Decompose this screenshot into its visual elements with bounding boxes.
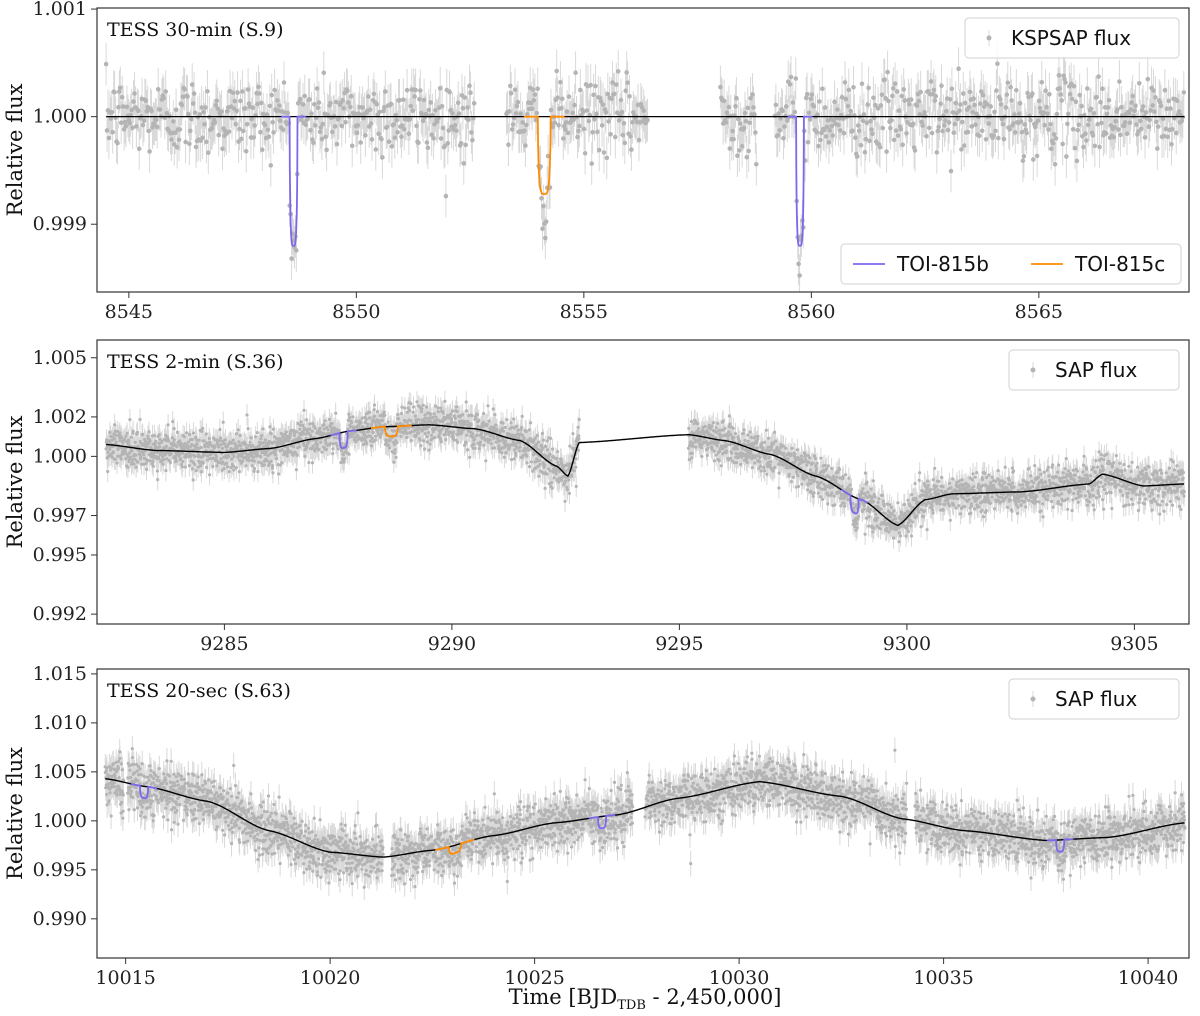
transit-model-toi-815b [281, 115, 306, 247]
legend-label: SAP flux [1055, 358, 1137, 382]
legend-box [964, 17, 1180, 59]
legend-label: SAP flux [1055, 687, 1137, 711]
x-tick-label: 8565 [1015, 301, 1063, 323]
data-legend: SAP flux [1008, 678, 1180, 720]
data-points [103, 735, 1187, 901]
x-tick-label: 9300 [883, 633, 931, 655]
transit-model-toi-815b [588, 814, 616, 830]
panel-2: 9285 9290 9295 9300 9305 0.992 0.995 0.997 1.000… [3, 339, 1190, 655]
axes-frame [96, 668, 1190, 959]
y-tick-label: 0.990 [33, 908, 87, 930]
transit-model-toi-815b [130, 783, 158, 800]
y-tick-label: 1.000 [33, 810, 87, 832]
x-axis-label: Time [BJDTDB - 2,450,000] [509, 985, 782, 1013]
y-tick-label: 1.000 [33, 445, 87, 467]
panel-1: 8545 8550 8555 8560 8565 0.999 1.000 1.001 Relat… [3, 0, 1190, 323]
y-axis-label: Relative flux [3, 747, 27, 880]
x-tick-label: 9285 [200, 633, 248, 655]
y-tick-label: 1.002 [33, 406, 87, 428]
transit-model-toi-815c [435, 838, 475, 855]
y-tick-label: 0.995 [33, 544, 87, 566]
plot-area [104, 390, 1186, 553]
y-axis-label: Relative flux [3, 415, 27, 548]
y-tick-label: 1.001 [33, 0, 87, 20]
legend-marker [1030, 696, 1036, 702]
axes-frame [96, 339, 1190, 625]
x-tick-label: 10035 [913, 967, 973, 989]
flux-points [103, 747, 1187, 889]
y-tick-label: 1.005 [33, 761, 87, 783]
plot-area [103, 42, 1187, 292]
data-points [104, 390, 1186, 553]
legend-label: KSPSAP flux [1011, 26, 1131, 50]
legend-marker [986, 35, 992, 41]
legend-box [1008, 349, 1180, 391]
model-trend-line [105, 424, 1184, 527]
legend-label-toi-815c: TOI-815c [1074, 252, 1165, 276]
x-tick-label: 10020 [300, 967, 360, 989]
data-legend: KSPSAP flux [964, 17, 1180, 59]
legend-label-toi-815b: TOI-815b [896, 252, 989, 276]
legend-marker [1030, 367, 1036, 373]
x-tick-label: 8555 [560, 301, 608, 323]
panel-3: 10015 10020 10025 10030 10035 10040 0.990 0.995… [3, 663, 1190, 989]
data-legend: SAP flux [1008, 349, 1180, 391]
transit-model-toi-815c [371, 424, 412, 438]
legend-box [1008, 678, 1180, 720]
y-tick-label: 0.999 [33, 213, 87, 235]
transit-model-toi-815b [1047, 838, 1074, 853]
panel-title: TESS 30-min (S.9) [107, 19, 284, 41]
transit-model-toi-815b [787, 115, 813, 247]
x-tick-label: 10030 [709, 967, 769, 989]
transit-model-toi-815c [523, 115, 565, 195]
y-tick-label: 1.015 [33, 663, 87, 685]
y-axis-label: Relative flux [3, 83, 27, 216]
x-tick-label: 9295 [655, 633, 703, 655]
x-tick-label: 9305 [1110, 633, 1158, 655]
y-tick-label: 1.000 [33, 106, 87, 128]
model-trend-line [105, 778, 1185, 858]
transit-model-toi-815b [840, 489, 868, 515]
transit-model-toi-815b [330, 429, 357, 449]
x-tick-label: 10040 [1118, 967, 1178, 989]
x-tick-label: 8550 [332, 301, 380, 323]
x-tick-label: 10025 [504, 967, 564, 989]
planet-legend: TOI-815b TOI-815c [840, 243, 1182, 285]
error-bars [105, 390, 1185, 553]
x-tick-label: 9290 [428, 633, 476, 655]
y-tick-label: 0.992 [33, 603, 87, 625]
y-tick-label: 1.005 [33, 347, 87, 369]
x-tick-label: 8560 [787, 301, 835, 323]
y-tick-label: 1.010 [33, 712, 87, 734]
x-tick-label: 10015 [95, 967, 155, 989]
flux-points [104, 399, 1186, 544]
panel-title: TESS 2-min (S.36) [107, 351, 284, 373]
y-tick-label: 0.995 [33, 859, 87, 881]
plot-area [103, 735, 1187, 901]
legend-box [840, 243, 1182, 285]
y-tick-label: 0.997 [33, 505, 87, 527]
panel-title: TESS 20-sec (S.63) [107, 680, 291, 702]
x-tick-label: 8545 [105, 301, 153, 323]
axes-frame [96, 7, 1190, 293]
